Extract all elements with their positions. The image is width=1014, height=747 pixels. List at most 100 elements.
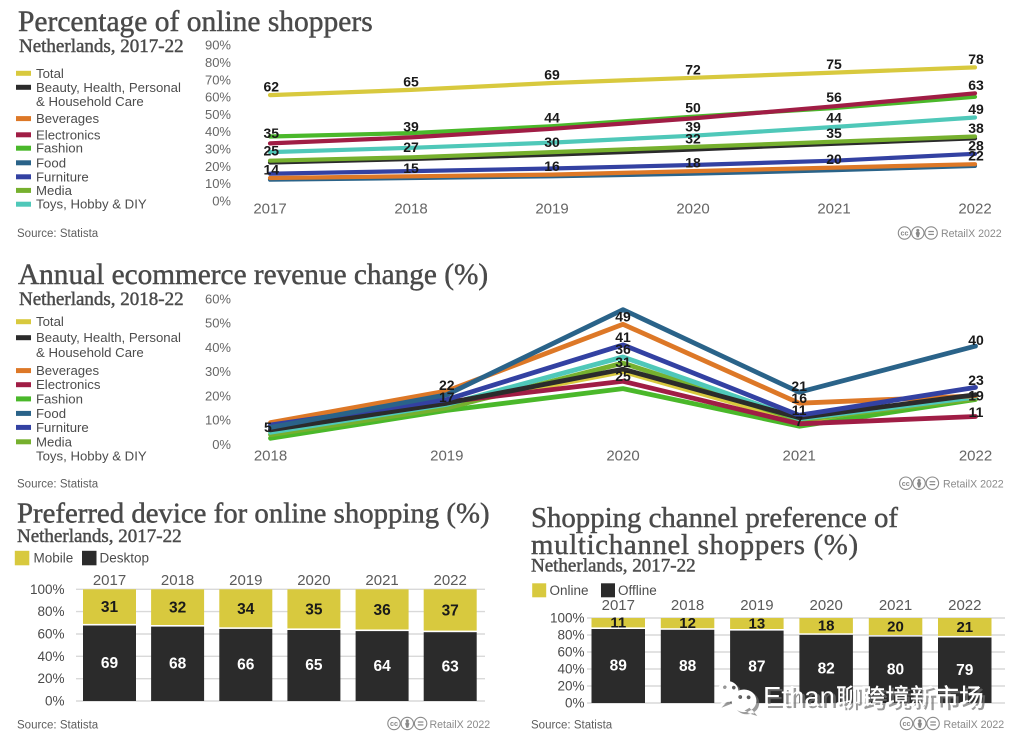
svg-text:0%: 0% [565, 696, 585, 711]
svg-text:32: 32 [685, 130, 701, 146]
svg-text:21: 21 [956, 619, 973, 636]
svg-text:Furniture: Furniture [36, 169, 89, 184]
svg-text:5: 5 [264, 419, 272, 435]
svg-text:multichannel shoppers (%): multichannel shoppers (%) [531, 529, 859, 561]
svg-text:78: 78 [968, 51, 984, 67]
svg-text:2020: 2020 [297, 572, 330, 589]
svg-text:Food: Food [36, 155, 66, 170]
svg-text:80%: 80% [205, 55, 231, 70]
svg-text:2018: 2018 [161, 572, 194, 589]
svg-text:16: 16 [544, 158, 560, 174]
svg-text:2017: 2017 [253, 201, 286, 218]
svg-text:RetailX 2022: RetailX 2022 [944, 719, 1005, 731]
svg-text:34: 34 [237, 601, 255, 618]
svg-text:2021: 2021 [365, 572, 398, 589]
svg-text:89: 89 [610, 658, 628, 675]
svg-text:40%: 40% [37, 649, 64, 664]
svg-text:0%: 0% [45, 694, 65, 709]
svg-text:23: 23 [968, 372, 984, 388]
svg-text:Fashion: Fashion [36, 141, 83, 156]
svg-text:41: 41 [615, 329, 631, 345]
svg-text:2017: 2017 [93, 572, 126, 589]
svg-text:Beverages: Beverages [36, 363, 99, 378]
svg-text:25: 25 [264, 143, 280, 159]
svg-text:35: 35 [826, 125, 842, 141]
svg-text:2022: 2022 [434, 572, 467, 589]
svg-text:20%: 20% [557, 679, 584, 694]
svg-text:Annual ecommerce revenue chang: Annual ecommerce revenue change (%) [18, 259, 488, 291]
svg-text:cc: cc [902, 479, 910, 488]
svg-text:40%: 40% [205, 340, 231, 355]
svg-text:80%: 80% [37, 604, 64, 619]
svg-text:Source: Statista: Source: Statista [17, 228, 99, 240]
svg-text:Percentage of online shoppers: Percentage of online shoppers [18, 6, 373, 38]
svg-text:16: 16 [791, 390, 807, 406]
svg-text:0%: 0% [212, 437, 231, 452]
svg-text:22: 22 [968, 148, 984, 164]
svg-text:2019: 2019 [229, 572, 262, 589]
svg-text:30%: 30% [205, 364, 231, 379]
svg-text:22: 22 [439, 377, 455, 393]
svg-text:RetailX 2022: RetailX 2022 [430, 719, 491, 731]
svg-text:Netherlands, 2017-22: Netherlands, 2017-22 [19, 36, 184, 57]
svg-text:7: 7 [795, 413, 803, 429]
svg-text:& Household Care: & Household Care [36, 345, 144, 360]
svg-text:Food: Food [36, 406, 66, 421]
svg-text:37: 37 [442, 603, 459, 620]
svg-text:100%: 100% [30, 582, 65, 597]
svg-text:44: 44 [826, 110, 842, 126]
svg-text:62: 62 [264, 79, 280, 95]
svg-text:2018: 2018 [671, 597, 704, 614]
svg-text:2022: 2022 [948, 597, 981, 614]
svg-text:2019: 2019 [430, 448, 463, 465]
svg-text:Offline: Offline [618, 583, 657, 598]
svg-text:Fashion: Fashion [36, 391, 83, 406]
svg-text:Ethan: Ethan [763, 681, 835, 712]
svg-text:Total: Total [36, 66, 64, 81]
svg-text:Preferred device for online sh: Preferred device for online shopping (%) [17, 498, 490, 530]
svg-text:38: 38 [968, 120, 984, 136]
svg-text:14: 14 [264, 162, 280, 178]
svg-text:Electronics: Electronics [36, 377, 101, 392]
svg-text:2022: 2022 [959, 448, 992, 465]
svg-text:39: 39 [685, 118, 701, 134]
svg-text:60%: 60% [557, 645, 584, 660]
svg-text:cc: cc [901, 229, 909, 238]
svg-text:11: 11 [610, 615, 626, 632]
svg-text:49: 49 [968, 101, 984, 117]
svg-text:Source: Statista: Source: Statista [17, 720, 99, 732]
svg-text:28: 28 [968, 137, 984, 153]
svg-text:2020: 2020 [606, 448, 639, 465]
svg-text:2017: 2017 [602, 597, 635, 614]
svg-text:Netherlands, 2017-22: Netherlands, 2017-22 [531, 556, 696, 577]
svg-text:35: 35 [305, 601, 323, 618]
svg-text:63: 63 [442, 658, 460, 675]
svg-text:Shopping channel preference of: Shopping channel preference of [531, 502, 898, 534]
svg-text:19: 19 [968, 388, 984, 404]
svg-text:Beauty, Health, Personal: Beauty, Health, Personal [36, 330, 181, 345]
svg-text:70%: 70% [205, 72, 231, 87]
svg-text:Desktop: Desktop [100, 550, 150, 565]
svg-text:Electronics: Electronics [36, 127, 101, 142]
svg-text:Toys, Hobby & DIY: Toys, Hobby & DIY [36, 448, 147, 463]
svg-text:75: 75 [826, 56, 842, 72]
svg-text:39: 39 [403, 118, 419, 134]
svg-text:88: 88 [679, 658, 697, 675]
svg-text:64: 64 [373, 658, 391, 675]
svg-text:80: 80 [887, 662, 904, 679]
svg-text:20: 20 [826, 151, 842, 167]
svg-text:18: 18 [685, 155, 701, 171]
svg-text:2021: 2021 [817, 201, 850, 218]
svg-text:87: 87 [748, 659, 765, 676]
svg-text:Netherlands, 2017-22: Netherlands, 2017-22 [17, 526, 182, 547]
svg-text:17: 17 [439, 389, 455, 405]
svg-text:35: 35 [264, 125, 280, 141]
svg-text:40%: 40% [205, 124, 231, 139]
svg-text:12: 12 [679, 615, 696, 632]
svg-text:Source: Statista: Source: Statista [531, 720, 613, 732]
svg-text:2021: 2021 [783, 448, 816, 465]
svg-text:20%: 20% [37, 671, 64, 686]
svg-text:27: 27 [403, 139, 419, 155]
svg-text:30%: 30% [205, 142, 231, 157]
svg-text:Ethan: Ethan [766, 683, 838, 714]
